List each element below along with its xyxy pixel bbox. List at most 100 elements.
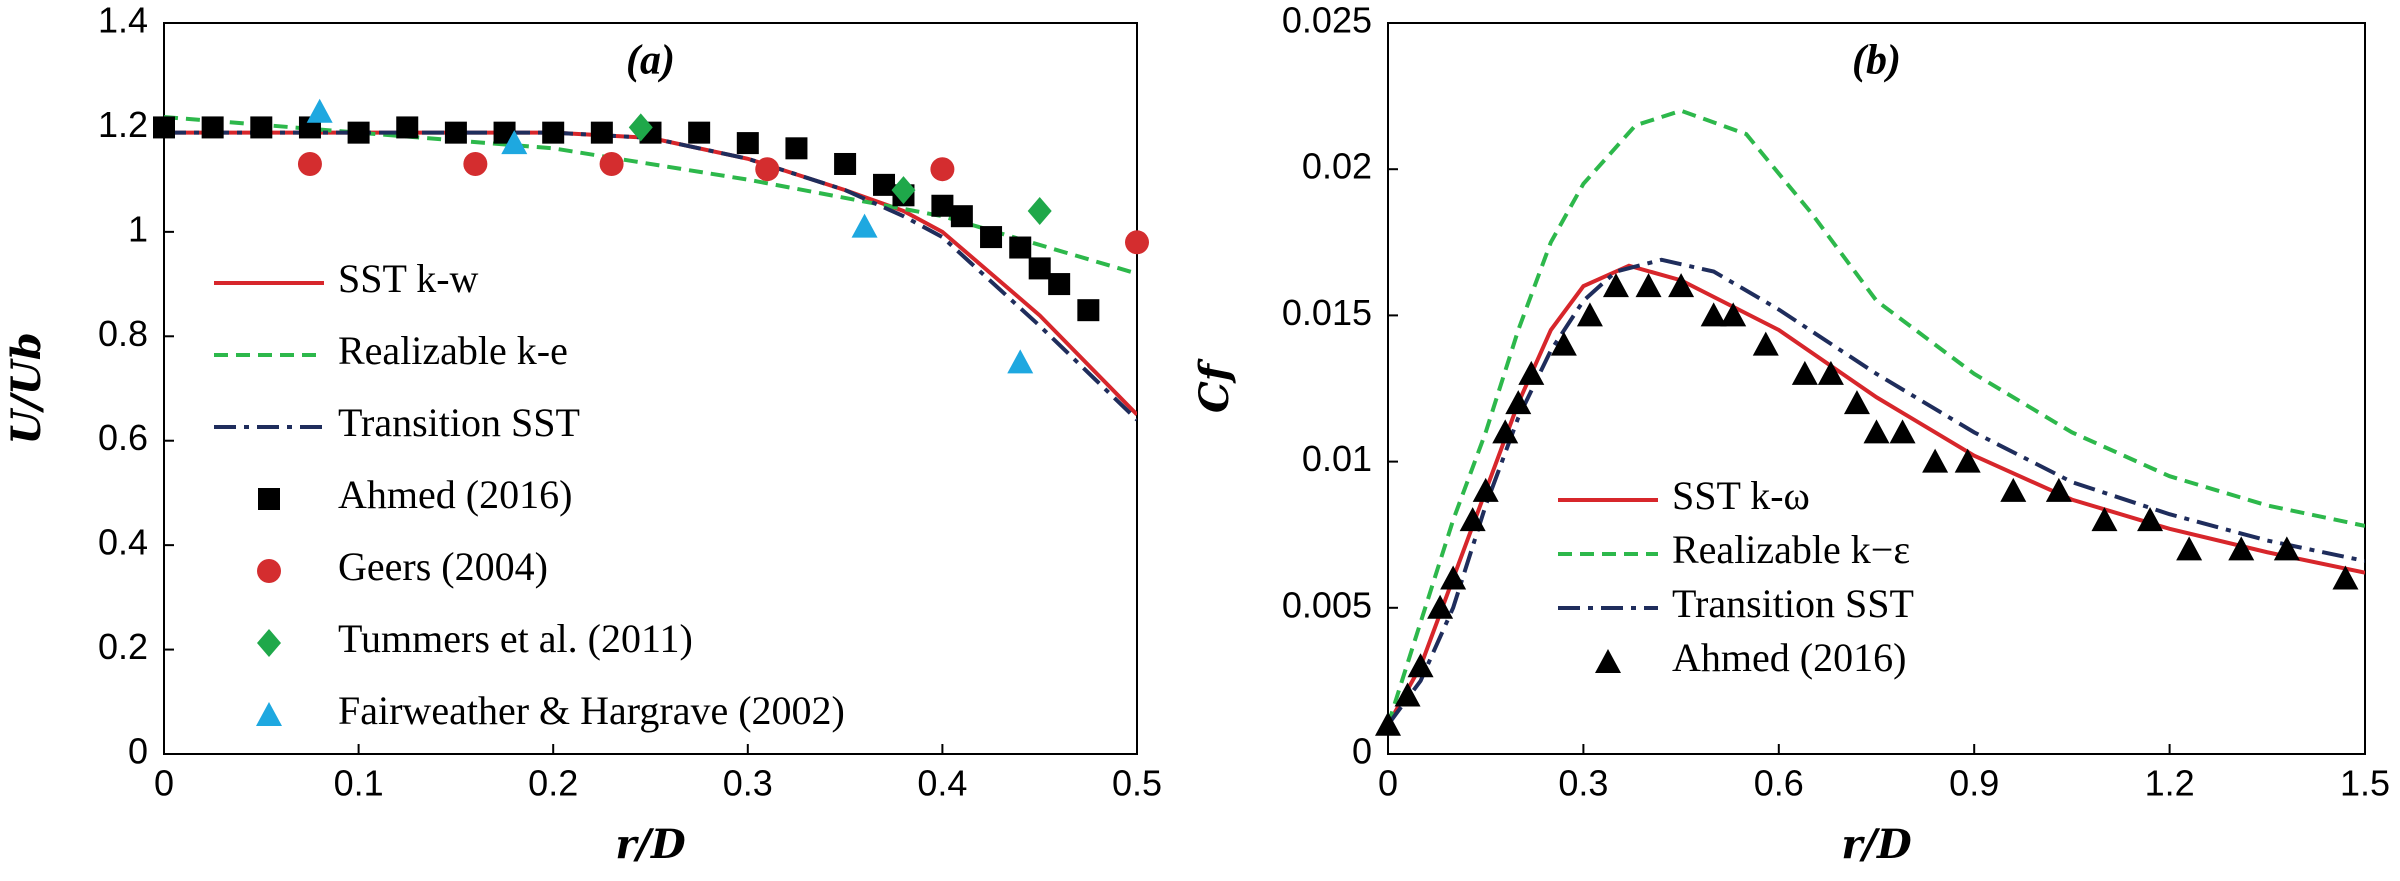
marker <box>2273 536 2300 561</box>
marker <box>1668 273 1695 298</box>
marker <box>1440 565 1467 590</box>
marker <box>444 121 467 144</box>
x-tick-label: 0 <box>154 763 174 804</box>
marker <box>1791 360 1818 385</box>
marker <box>628 113 653 142</box>
x-tick-label: 0.2 <box>528 763 578 804</box>
marker <box>1817 360 1844 385</box>
plot-frame <box>163 22 1138 755</box>
marker <box>201 116 224 139</box>
x-tick-label: 0.4 <box>917 763 967 804</box>
x-tick-label: 0 <box>1378 763 1398 804</box>
marker <box>1505 390 1532 415</box>
marker <box>1863 419 1890 444</box>
marker <box>1472 477 1499 502</box>
marker <box>1595 649 1621 673</box>
panel-title: (b) <box>1852 38 1901 84</box>
series-line <box>164 114 1137 276</box>
marker <box>1492 419 1519 444</box>
y-tick-label: 1.4 <box>98 0 148 41</box>
marker <box>931 194 954 217</box>
marker <box>930 157 955 182</box>
marker <box>834 152 857 175</box>
marker <box>688 121 711 144</box>
marker <box>1459 507 1486 532</box>
marker <box>1375 711 1401 736</box>
marker <box>2332 565 2359 590</box>
series-line <box>1388 108 2365 726</box>
marker <box>297 151 322 176</box>
y-tick-label: 0.015 <box>1282 292 1372 333</box>
legend-label: Tummers et al. (2011) <box>338 616 693 661</box>
marker <box>2228 536 2255 561</box>
marker <box>1028 257 1051 280</box>
x-tick-label: 0.5 <box>1112 763 1162 804</box>
marker <box>2176 536 2203 561</box>
legend-label: Transition SST <box>1672 581 1914 626</box>
marker <box>257 629 281 657</box>
legend-label: Ahmed (2016) <box>338 472 572 517</box>
legend-label: SST k-ω <box>1672 473 1810 518</box>
marker <box>1394 682 1421 707</box>
marker <box>1427 594 1454 619</box>
y-tick-label: 0.6 <box>98 417 148 458</box>
x-tick-label: 0.9 <box>1949 763 1999 804</box>
y-tick-label: 1.2 <box>98 104 148 145</box>
marker <box>1009 236 1032 259</box>
y-axis-label: U/Ub <box>3 332 50 444</box>
x-tick-label: 0.3 <box>1558 763 1608 804</box>
y-tick-label: 0 <box>128 731 148 772</box>
legend-label: Geers (2004) <box>338 544 548 589</box>
series-line <box>1388 257 2365 726</box>
marker <box>542 121 565 144</box>
marker <box>2000 477 2027 502</box>
y-tick-label: 0.8 <box>98 313 148 354</box>
y-tick-label: 0.005 <box>1282 584 1372 625</box>
marker <box>1125 230 1149 255</box>
legend-label: Ahmed (2016) <box>1672 635 1906 680</box>
x-axis-label: r/D <box>1841 821 1912 868</box>
marker <box>1954 448 1981 473</box>
marker <box>153 116 175 139</box>
marker <box>1027 196 1052 225</box>
marker <box>396 116 419 139</box>
marker <box>1518 360 1545 385</box>
marker <box>2137 507 2164 532</box>
marker <box>1550 331 1577 356</box>
y-tick-label: 0 <box>1352 731 1372 772</box>
legend-label: Realizable k-e <box>338 328 568 373</box>
marker <box>891 176 916 205</box>
x-tick-label: 1.5 <box>2340 763 2390 804</box>
marker <box>258 488 280 510</box>
marker <box>1752 331 1779 356</box>
plot-frame <box>1387 22 2366 755</box>
legend-label: SST k-w <box>338 256 479 301</box>
marker <box>873 173 896 196</box>
marker <box>306 98 333 123</box>
marker <box>2045 477 2072 502</box>
y-tick-label: 0.4 <box>98 522 148 563</box>
marker <box>1700 302 1727 327</box>
marker <box>501 130 528 155</box>
x-tick-label: 0.3 <box>723 763 773 804</box>
y-axis-label: Cf <box>1191 358 1238 413</box>
y-tick-label: 0.02 <box>1302 146 1372 187</box>
marker <box>1602 273 1629 298</box>
marker <box>257 559 281 583</box>
y-tick-label: 0.2 <box>98 626 148 667</box>
marker <box>256 702 282 726</box>
marker <box>2091 507 2118 532</box>
marker <box>1407 653 1434 678</box>
marker <box>950 205 973 228</box>
marker <box>1576 302 1603 327</box>
marker <box>980 226 1003 249</box>
x-axis-label: r/D <box>615 821 686 868</box>
y-tick-label: 0.025 <box>1282 0 1372 41</box>
y-tick-label: 1 <box>128 208 148 249</box>
marker <box>590 121 613 144</box>
marker <box>250 116 273 139</box>
marker <box>1922 448 1949 473</box>
series-line <box>1388 263 2365 726</box>
marker <box>463 151 488 176</box>
